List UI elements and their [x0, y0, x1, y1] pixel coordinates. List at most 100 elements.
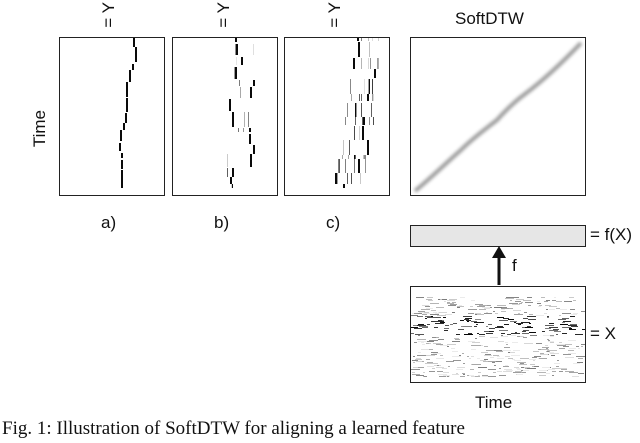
spectral-bin [497, 371, 502, 372]
spectral-bin [552, 371, 556, 372]
panel-c [284, 37, 390, 196]
spectral-bin [501, 309, 505, 310]
spectral-bin [482, 307, 490, 308]
spectral-bin [568, 353, 576, 354]
spectral-bin [418, 352, 421, 353]
score-mark [335, 173, 337, 184]
spectral-bin [462, 353, 464, 354]
spectral-bin [493, 355, 499, 356]
spectral-bin [559, 371, 563, 372]
spectral-bin [538, 306, 541, 307]
spectral-bin [498, 341, 504, 342]
spectral-bin [465, 318, 472, 319]
score-mark [338, 159, 339, 173]
score-mark [345, 117, 346, 125]
spectral-bin [449, 303, 451, 304]
score-mark [119, 143, 121, 151]
spectral-bin [438, 299, 447, 300]
spectral-bin [435, 323, 444, 324]
spectral-bin [469, 358, 471, 359]
spectral-bin [522, 333, 529, 334]
spectral-bin [436, 307, 444, 308]
spectral-bin [571, 314, 577, 315]
spectral-bin [416, 297, 424, 298]
spectral-bin [421, 342, 424, 343]
spectral-bin [550, 342, 554, 343]
spectral-bin [417, 355, 426, 356]
spectral-bin [549, 323, 554, 324]
spectral-bin [438, 374, 447, 375]
spectral-bin [414, 313, 418, 314]
spectral-bin [547, 316, 549, 317]
spectral-bin [425, 341, 434, 342]
spectral-bin [499, 320, 508, 321]
spectral-bin [416, 360, 418, 361]
spectral-bin [452, 312, 455, 313]
spectral-bin [504, 347, 510, 348]
spectral-bin [426, 343, 429, 344]
spectral-bin [480, 360, 486, 361]
spectral-bin [450, 304, 457, 305]
spectral-bin [475, 376, 478, 377]
x-label: = X [590, 324, 616, 343]
spectral-bin [540, 354, 548, 355]
spectral-bin [446, 361, 454, 362]
spectral-bin [437, 371, 443, 372]
spectral-bin [528, 319, 536, 320]
spectral-bin [505, 365, 508, 366]
spectral-bin [426, 299, 432, 300]
spectral-bin [467, 321, 469, 322]
spectral-bin [539, 375, 546, 376]
spectral-bin [581, 311, 585, 312]
spectral-bin [416, 358, 421, 359]
spectral-bin [497, 326, 503, 327]
spectral-bin [562, 369, 567, 370]
score-mark [227, 154, 228, 167]
spectral-bin [483, 361, 491, 362]
spectral-bin [429, 371, 435, 372]
spectral-bin [418, 324, 424, 325]
spectral-bin [530, 335, 537, 336]
spectral-bin [520, 372, 526, 373]
spectral-bin [427, 362, 433, 363]
spectral-bin [529, 323, 531, 324]
spectral-bin [482, 376, 490, 377]
spectral-bin [513, 310, 521, 311]
spectral-bin [509, 303, 518, 304]
spectral-bin [554, 297, 556, 298]
spectral-bin [412, 372, 415, 373]
spectral-bin [553, 329, 559, 330]
spectral-bin [525, 368, 528, 369]
score-mark [236, 44, 238, 55]
spectral-bin [423, 313, 430, 314]
score-mark [367, 94, 369, 101]
spectral-bin [501, 333, 505, 334]
spectral-bin [545, 325, 554, 326]
spectral-bin [511, 333, 520, 334]
spectral-bin [447, 300, 455, 301]
score-mark [250, 154, 252, 167]
score-mark [355, 155, 356, 159]
spectral-bin [532, 366, 539, 367]
spectral-bin [438, 339, 444, 340]
spectral-bin [415, 334, 424, 335]
spectral-bin [478, 322, 484, 323]
spectral-bin [558, 319, 566, 320]
spectral-bin [537, 372, 546, 373]
score-mark [253, 80, 255, 86]
spectral-bin [450, 324, 453, 325]
spectral-bin [453, 323, 457, 324]
score-mark [363, 117, 365, 125]
score-mark [230, 177, 232, 184]
spectral-bin [549, 327, 558, 328]
spectral-bin [508, 319, 514, 320]
spectral-bin [571, 326, 578, 327]
spectral-bin [452, 341, 460, 342]
spectral-bin [430, 363, 438, 364]
spectral-bin [478, 376, 480, 377]
spectral-bin [518, 313, 520, 314]
spectral-bin [489, 331, 493, 332]
spectral-bin [556, 301, 562, 302]
spectral-bin [541, 349, 549, 350]
spectral-bin [520, 363, 524, 364]
